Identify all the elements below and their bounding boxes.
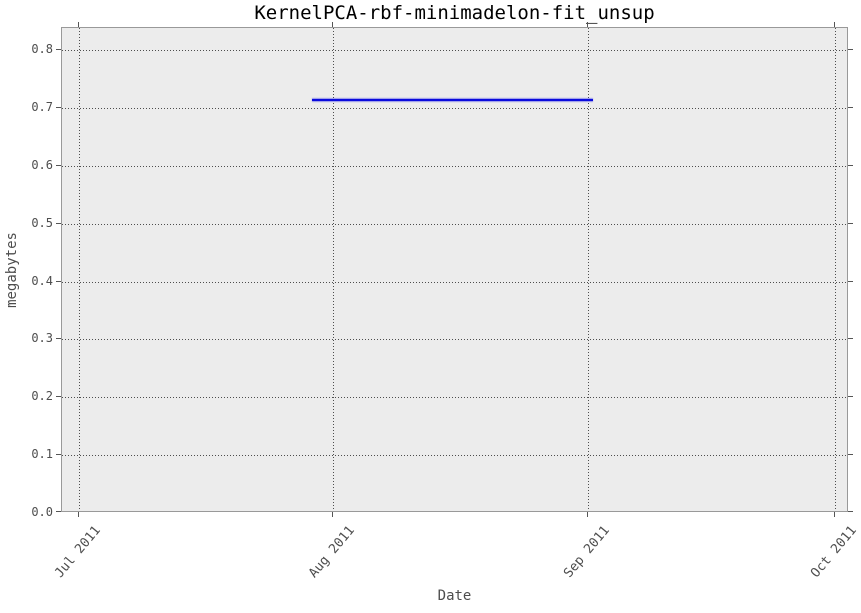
y-tick-0-2: 0.2 <box>31 389 53 403</box>
y-tick-mark <box>848 338 853 339</box>
gridline-oct-2011 <box>835 28 836 511</box>
gridline-jul-2011 <box>79 28 80 511</box>
x-tick-oct-2011: Oct 2011 <box>808 523 860 581</box>
y-tick-mark <box>56 107 61 108</box>
y-tick-0-8: 0.8 <box>31 42 53 56</box>
x-tick-mark <box>78 512 79 517</box>
y-tick-0-0: 0.0 <box>31 505 53 519</box>
plot-area <box>61 27 848 512</box>
gridline-0-3 <box>62 339 847 340</box>
y-tick-0-3: 0.3 <box>31 331 53 345</box>
y-tick-mark <box>848 49 853 50</box>
y-tick-mark <box>848 165 853 166</box>
x-axis-title: Date <box>437 588 472 604</box>
x-tick-mark <box>78 22 79 27</box>
y-tick-mark <box>848 454 853 455</box>
y-axis-title: megabytes <box>4 232 20 308</box>
gridline-0-2 <box>62 397 847 398</box>
x-tick-aug-2011: Aug 2011 <box>306 523 358 581</box>
gridline-0-4 <box>62 282 847 283</box>
y-tick-mark <box>56 454 61 455</box>
y-tick-mark <box>56 511 61 512</box>
gridline-0-5 <box>62 224 847 225</box>
gridline-0-1 <box>62 455 847 456</box>
y-tick-mark <box>56 165 61 166</box>
y-tick-0-6: 0.6 <box>31 158 53 172</box>
x-tick-mark <box>587 22 588 27</box>
y-tick-mark <box>848 281 853 282</box>
x-tick-mark <box>332 512 333 517</box>
gridline-0-7 <box>62 108 847 109</box>
y-tick-mark <box>56 396 61 397</box>
y-tick-mark <box>56 338 61 339</box>
gridline-0-8 <box>62 50 847 51</box>
y-tick-mark <box>848 511 853 512</box>
gridline-sep-2011 <box>588 28 589 511</box>
y-tick-mark <box>848 223 853 224</box>
x-tick-mark <box>834 22 835 27</box>
y-tick-mark <box>56 223 61 224</box>
y-tick-mark <box>56 281 61 282</box>
y-tick-mark <box>848 396 853 397</box>
x-tick-jul-2011: Jul 2011 <box>52 523 104 581</box>
x-tick-mark <box>834 512 835 517</box>
gridline-aug-2011 <box>333 28 334 511</box>
y-tick-0-4: 0.4 <box>31 274 53 288</box>
y-tick-0-5: 0.5 <box>31 216 53 230</box>
memory-usage-line <box>312 99 593 101</box>
chart-title: KernelPCA-rbf-minimadelon-fit_unsup <box>254 2 655 24</box>
y-tick-0-1: 0.1 <box>31 447 53 461</box>
x-tick-sep-2011: Sep 2011 <box>561 523 613 581</box>
y-tick-mark <box>848 107 853 108</box>
y-tick-0-7: 0.7 <box>31 100 53 114</box>
x-tick-mark <box>587 512 588 517</box>
gridline-0-6 <box>62 166 847 167</box>
y-tick-mark <box>56 49 61 50</box>
x-tick-mark <box>332 22 333 27</box>
